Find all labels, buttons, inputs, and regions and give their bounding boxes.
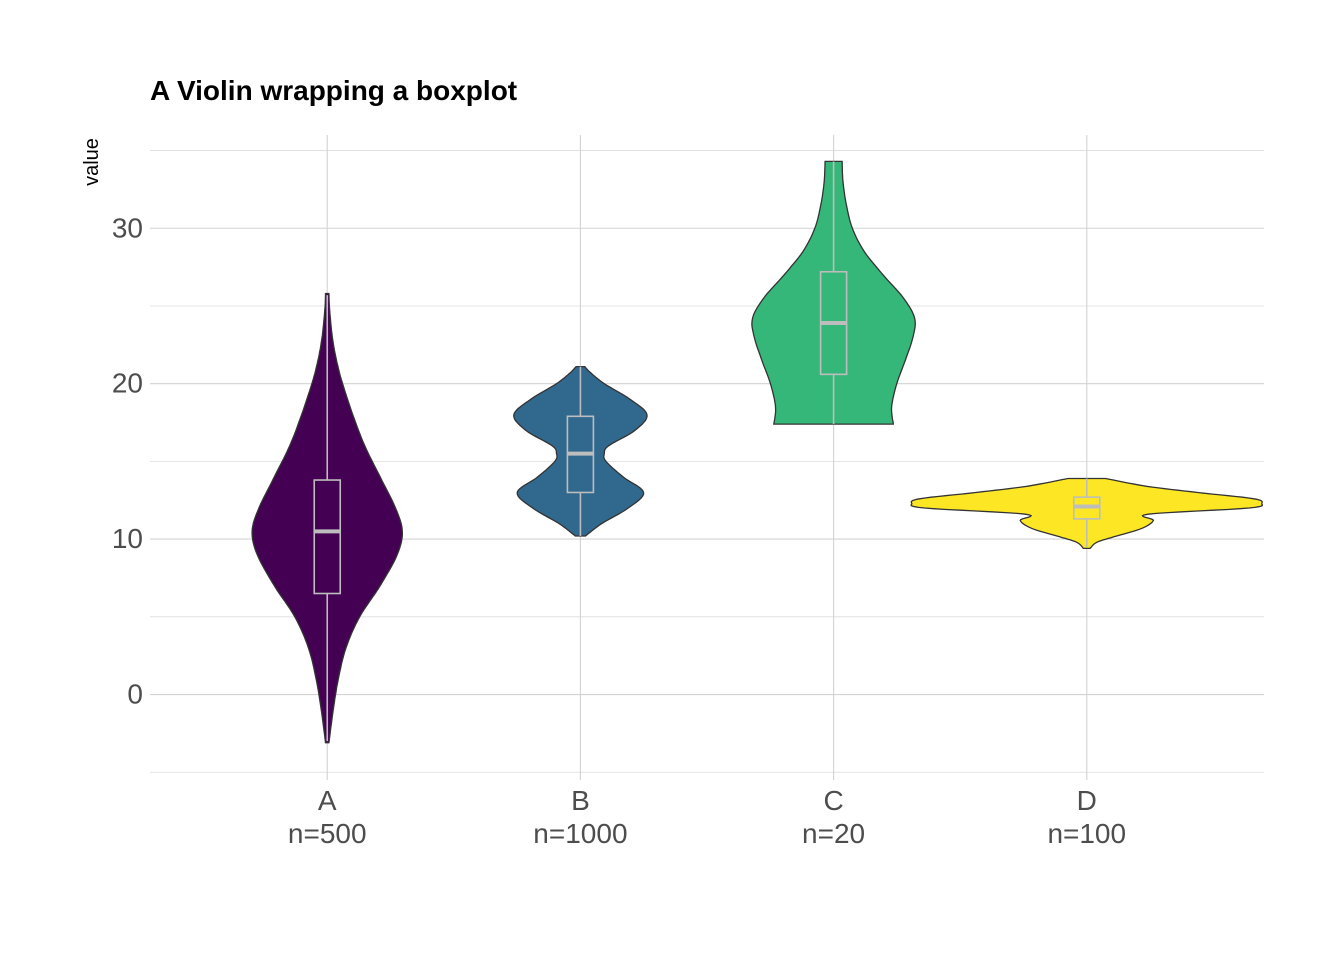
x-tick-labels: An=500 Bn=1000 Cn=20 Dn=100 [288,785,1126,849]
y-tick-label: 20 [112,368,143,399]
y-tick-label: 10 [112,523,143,554]
y-tick-label: 0 [127,679,143,710]
box-a [313,479,342,595]
boxplot-layer [313,161,1101,742]
violin-a [251,292,404,744]
x-tick-count-a: n=500 [288,818,367,849]
x-tick-count-b: n=1000 [533,818,627,849]
violin-layer [251,160,1264,744]
y-tick-labels: 0 10 20 30 [112,212,143,709]
violin-c [751,160,916,425]
violin-b [513,365,648,537]
x-tick-label-c: C [823,785,843,816]
y-axis-title: value [81,138,103,186]
chart-title: A Violin wrapping a boxplot [150,75,517,106]
x-tick-count-c: n=20 [802,818,865,849]
x-tick-label-d: D [1077,785,1097,816]
violin-d [910,477,1264,550]
x-tick-label-a: A [318,785,337,816]
y-tick-label: 30 [112,212,143,243]
x-tick-count-d: n=100 [1047,818,1126,849]
x-tick-label-b: B [571,785,590,816]
